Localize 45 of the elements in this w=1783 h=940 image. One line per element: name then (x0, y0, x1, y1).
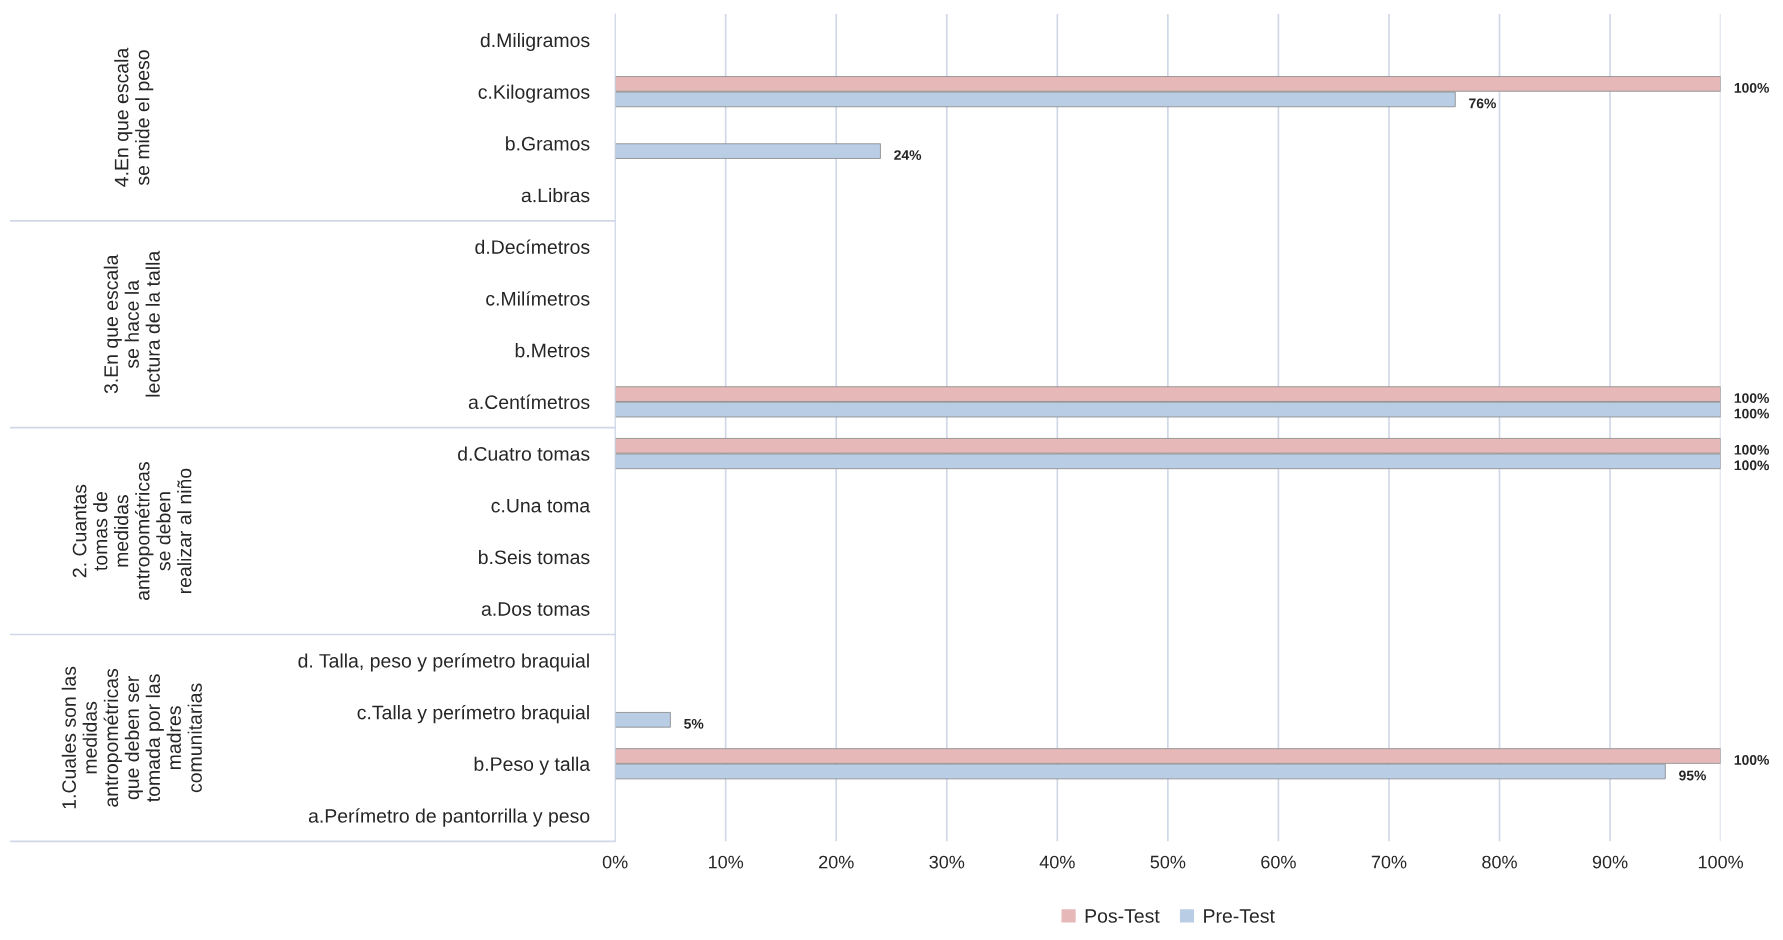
x-tick-label: 40% (1039, 855, 1075, 869)
y-tick-label: a.Perímetro de pantorrilla y peso (308, 808, 590, 827)
y-tick-label: b.Seis tomas (479, 549, 590, 565)
data-label: 100% (1734, 444, 1770, 455)
x-tick-label: 80% (1482, 855, 1517, 869)
y-tick-label: b.Peso y talla (474, 756, 591, 775)
y-tick-label: d.Cuatro tomas (458, 446, 590, 461)
y-tick-label: c.Talla y perímetro braquial (357, 704, 589, 724)
y-tick-label: d. Talla, peso y perímetro braquial (298, 653, 589, 672)
legend-label: Pos-Test (1085, 909, 1160, 923)
x-tick-label: 60% (1261, 855, 1296, 869)
text: 1.Cuales son las medidas antropométricas que deben ser tomada por las madres comunitarias (61, 666, 202, 809)
bar (615, 712, 671, 728)
data-label: 100% (1734, 408, 1770, 419)
x-tick-label: 90% (1592, 855, 1628, 869)
y-tick-label: c.Milímetros (486, 291, 590, 306)
legend-label: Pre-Test (1204, 909, 1275, 923)
y-tick-label: d.Miligramos (480, 32, 590, 52)
data-label: 5% (684, 718, 704, 729)
text: 4.En que escala se mide el peso (114, 47, 154, 187)
x-tick-label: 10% (708, 855, 744, 869)
y-tick-label: c.Una toma (491, 498, 591, 513)
y-tick-label: a.Dos tomas (481, 602, 590, 616)
y-tick-label: b.Gramos (506, 136, 590, 151)
data-label: 100% (1734, 755, 1770, 765)
x-tick-label: 0% (602, 855, 628, 869)
x-tick-label: 30% (929, 855, 965, 869)
data-label: 100% (1734, 82, 1770, 93)
data-label: 95% (1679, 770, 1707, 781)
data-label: 24% (894, 150, 922, 160)
data-label: 76% (1469, 98, 1496, 109)
bar (615, 143, 881, 159)
x-tick-label: 100% (1698, 855, 1744, 869)
text: 2. Cuantas tomas de medidas antropométricas se deben realizar al niño (72, 462, 192, 600)
text: 3.En que escala se hace la lectura de la talla (103, 250, 160, 397)
data-label: 100% (1734, 393, 1770, 403)
x-tick-label: 20% (819, 855, 854, 869)
data-label: 100% (1734, 460, 1770, 471)
y-tick-label: c.Kilogramos (478, 84, 590, 103)
y-tick-label: d.Decímetros (475, 239, 590, 254)
x-tick-label: 50% (1150, 855, 1186, 869)
y-tick-label: a.Centímetros (468, 394, 590, 410)
x-tick-label: 70% (1371, 855, 1407, 869)
y-tick-label: b.Metros (515, 343, 590, 358)
y-tick-label: a.Libras (521, 188, 590, 203)
